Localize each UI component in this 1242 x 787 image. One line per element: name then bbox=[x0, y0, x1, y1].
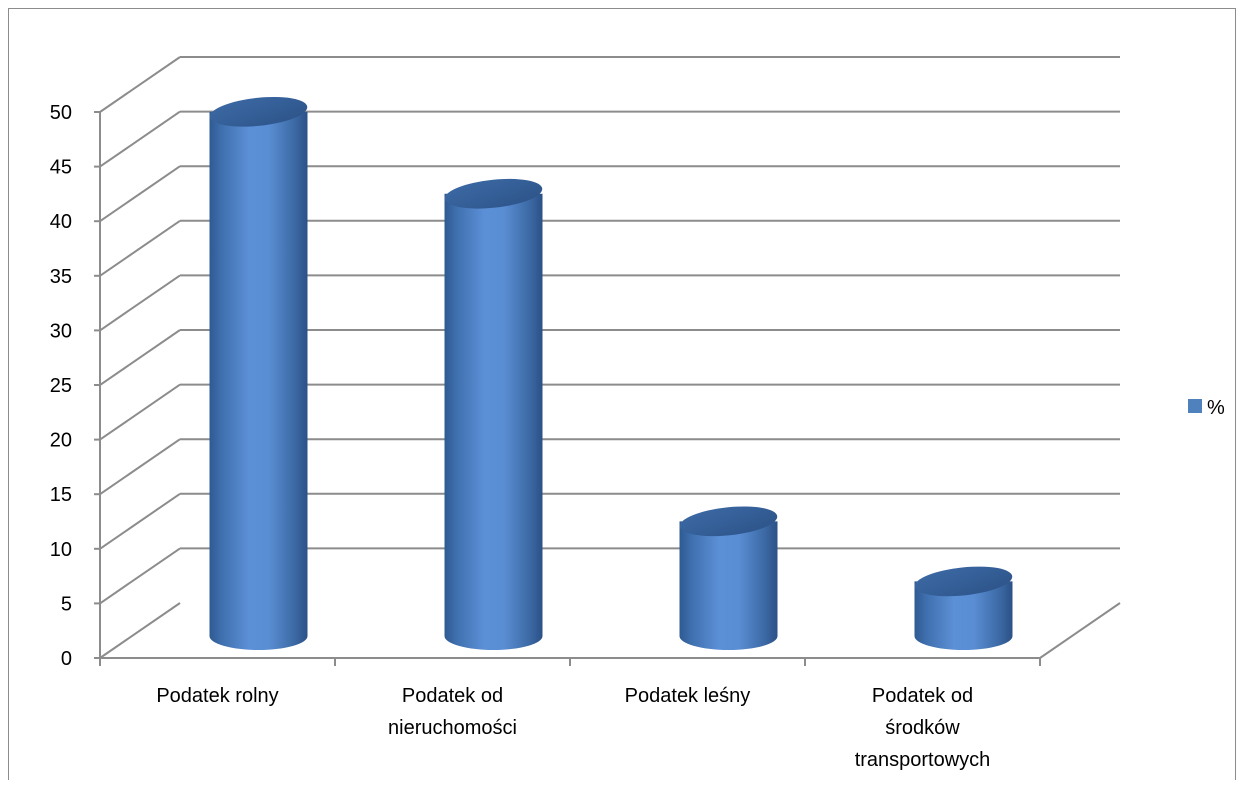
gridline-diagonal bbox=[99, 492, 181, 550]
chart-frame bbox=[8, 8, 1236, 780]
bar bbox=[209, 97, 308, 651]
gridline-diagonal bbox=[99, 110, 181, 168]
gridline-diagonal bbox=[99, 383, 181, 441]
y-tick-label: 35 bbox=[50, 266, 72, 288]
legend-label: % bbox=[1207, 397, 1225, 419]
y-tick-label: 30 bbox=[50, 320, 72, 342]
y-tick-label: 25 bbox=[50, 375, 72, 397]
y-tick-label: 10 bbox=[50, 539, 72, 561]
floor-right-edge bbox=[1039, 602, 1121, 659]
bar-body bbox=[209, 111, 308, 651]
x-tick-label: Podatek od nieruchomości bbox=[388, 685, 517, 739]
bar-top bbox=[914, 566, 1013, 597]
bar-body bbox=[679, 521, 778, 650]
legend-swatch bbox=[1188, 399, 1202, 413]
gridline-diagonal bbox=[99, 329, 181, 386]
y-tick-label: 40 bbox=[50, 211, 72, 233]
x-tick-label: Podatek rolny bbox=[156, 685, 278, 707]
gridline-diagonal bbox=[99, 438, 181, 496]
y-tick-label: 50 bbox=[50, 102, 72, 124]
bar bbox=[914, 566, 1013, 650]
bar bbox=[444, 178, 543, 651]
y-tick-label: 5 bbox=[61, 593, 72, 615]
gridline-diagonal bbox=[99, 219, 181, 277]
y-tick-label: 20 bbox=[50, 430, 72, 452]
bar-body bbox=[444, 193, 543, 651]
y-tick-label: 15 bbox=[50, 484, 72, 506]
gridline-diagonal bbox=[99, 547, 181, 605]
gridline-diagonal bbox=[99, 56, 181, 113]
x-tick-label: Podatek od środków transportowych bbox=[855, 685, 991, 771]
x-tick-label: Podatek leśny bbox=[625, 685, 751, 707]
bar-top bbox=[444, 178, 543, 209]
gridline-diagonal bbox=[99, 274, 181, 332]
bar-body bbox=[914, 581, 1013, 650]
y-tick-label: 45 bbox=[50, 157, 72, 179]
floor-left-edge bbox=[99, 602, 181, 659]
y-tick-label: 0 bbox=[61, 648, 72, 670]
bar-top bbox=[679, 506, 778, 537]
gridline-diagonal bbox=[99, 165, 181, 223]
bar-top bbox=[209, 97, 308, 127]
bar bbox=[679, 506, 778, 650]
